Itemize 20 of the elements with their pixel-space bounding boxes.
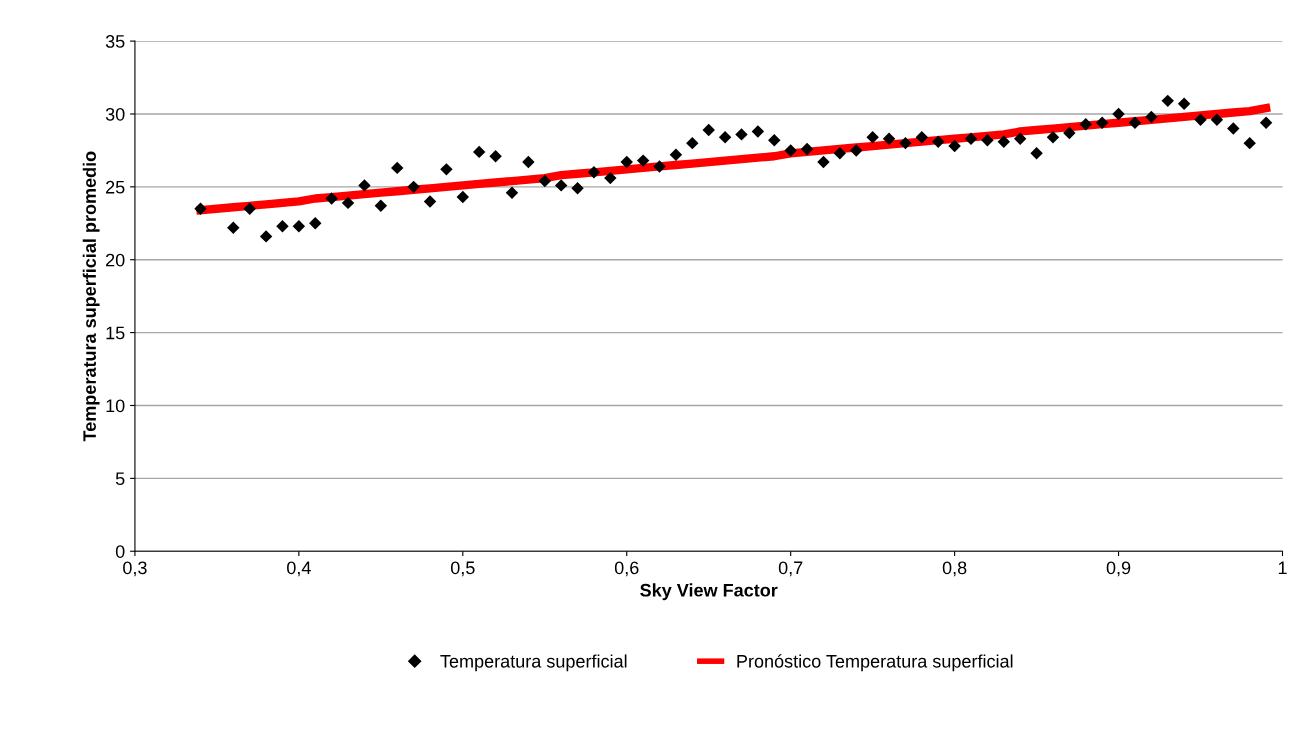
x-tick-label: 0,3 — [123, 561, 147, 577]
x-tick-label: 0,4 — [287, 561, 311, 577]
x-axis-title: Sky View Factor — [640, 583, 778, 601]
x-tick-label: 0,7 — [778, 561, 803, 577]
y-tick-label: 35 — [105, 35, 125, 48]
y-tick-label: 0 — [115, 545, 125, 558]
x-tick-label: 1 — [1278, 561, 1287, 575]
y-tick-label: 15 — [106, 326, 125, 340]
legend-label: Pronóstico Temperatura superficial — [737, 654, 1013, 672]
x-tick-label: 0,6 — [614, 561, 639, 577]
x-tick-label: 0,9 — [1106, 561, 1131, 577]
x-tick-label: 0,5 — [450, 561, 475, 577]
y-tick-label: 10 — [106, 399, 125, 413]
y-tick-label: 30 — [105, 107, 125, 121]
x-tick-label: 0,8 — [942, 561, 967, 577]
y-axis-title: Temperatura superficial promedio — [82, 151, 100, 442]
y-tick-label: 20 — [106, 253, 125, 267]
legend-label: Temperatura superficial — [440, 654, 627, 672]
y-tick-label: 5 — [115, 472, 125, 486]
y-tick-label: 25 — [106, 180, 125, 194]
